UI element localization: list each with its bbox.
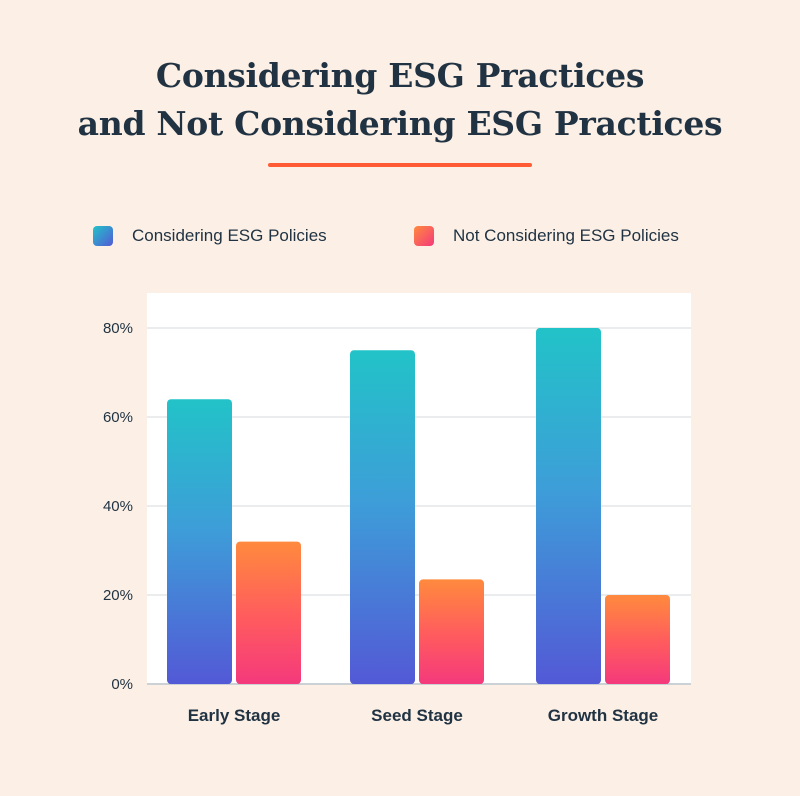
chart-title: Considering ESG Practices and Not Consid… [0,52,800,148]
y-axis-tick-labels: 0% 20% 40% 60% 80% [103,320,133,693]
y-tick-label: 20% [103,587,133,604]
legend-label-considering: Considering ESG Policies [132,226,327,245]
y-tick-label: 40% [103,498,133,515]
chart-title-line-2: and Not Considering ESG Practices [77,104,723,143]
legend-label-not-considering: Not Considering ESG Policies [453,226,679,245]
title-underline [268,163,532,167]
legend-item-not-considering: Not Considering ESG Policies [414,226,679,246]
x-category-label: Seed Stage [371,706,463,725]
bar-considering-early-stage [167,399,232,684]
x-axis-category-labels: Early Stage Seed Stage Growth Stage [188,706,659,725]
bar-considering-growth-stage [536,328,601,684]
x-category-label: Early Stage [188,706,281,725]
y-tick-label: 80% [103,320,133,337]
legend-item-considering: Considering ESG Policies [93,226,327,246]
bar-not-considering-growth-stage [605,595,670,684]
legend-swatch-considering [93,226,113,246]
bar-not-considering-seed-stage [419,579,484,684]
bar-not-considering-early-stage [236,541,301,684]
bar-considering-seed-stage [350,350,415,684]
chart-title-line-1: Considering ESG Practices [155,56,645,95]
x-category-label: Growth Stage [548,706,659,725]
y-tick-label: 0% [111,676,133,693]
legend-swatch-not-considering [414,226,434,246]
y-tick-label: 60% [103,409,133,426]
bars [167,328,670,684]
